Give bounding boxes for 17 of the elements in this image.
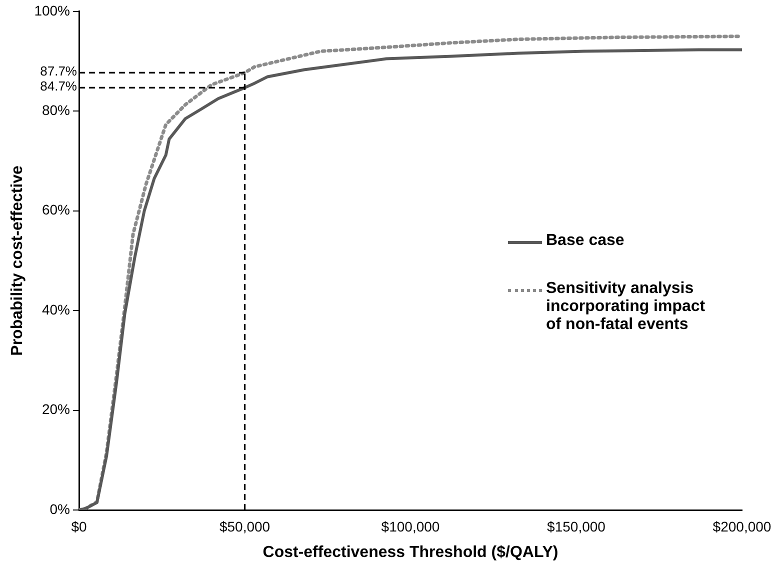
x-axis-title: Cost-effectiveness Threshold ($/QALY) — [262, 544, 558, 561]
x-tick-label: $100,000 — [381, 518, 440, 534]
ref-line-label: 84.7% — [40, 78, 78, 94]
ref-line-label: 87.7% — [40, 63, 78, 78]
legend-label: Sensitivity analysis incorporating impact of non-fatal events — [546, 280, 706, 334]
x-tick-label: $150,000 — [547, 518, 606, 534]
y-tick-label: 80% — [42, 102, 70, 118]
x-tick-label: $50,000 — [219, 518, 270, 534]
y-tick-label: 100% — [34, 2, 70, 18]
x-tick-label: $0 — [71, 518, 88, 534]
legend-label: Base case — [546, 232, 624, 250]
y-tick-label: 40% — [42, 301, 70, 318]
y-axis-title: Probability cost-effective — [9, 165, 26, 356]
y-tick-label: 60% — [42, 202, 70, 218]
x-tick-label: $200,000 — [712, 518, 772, 534]
y-tick-label: 0% — [50, 500, 70, 517]
y-tick-label: 20% — [42, 401, 70, 418]
